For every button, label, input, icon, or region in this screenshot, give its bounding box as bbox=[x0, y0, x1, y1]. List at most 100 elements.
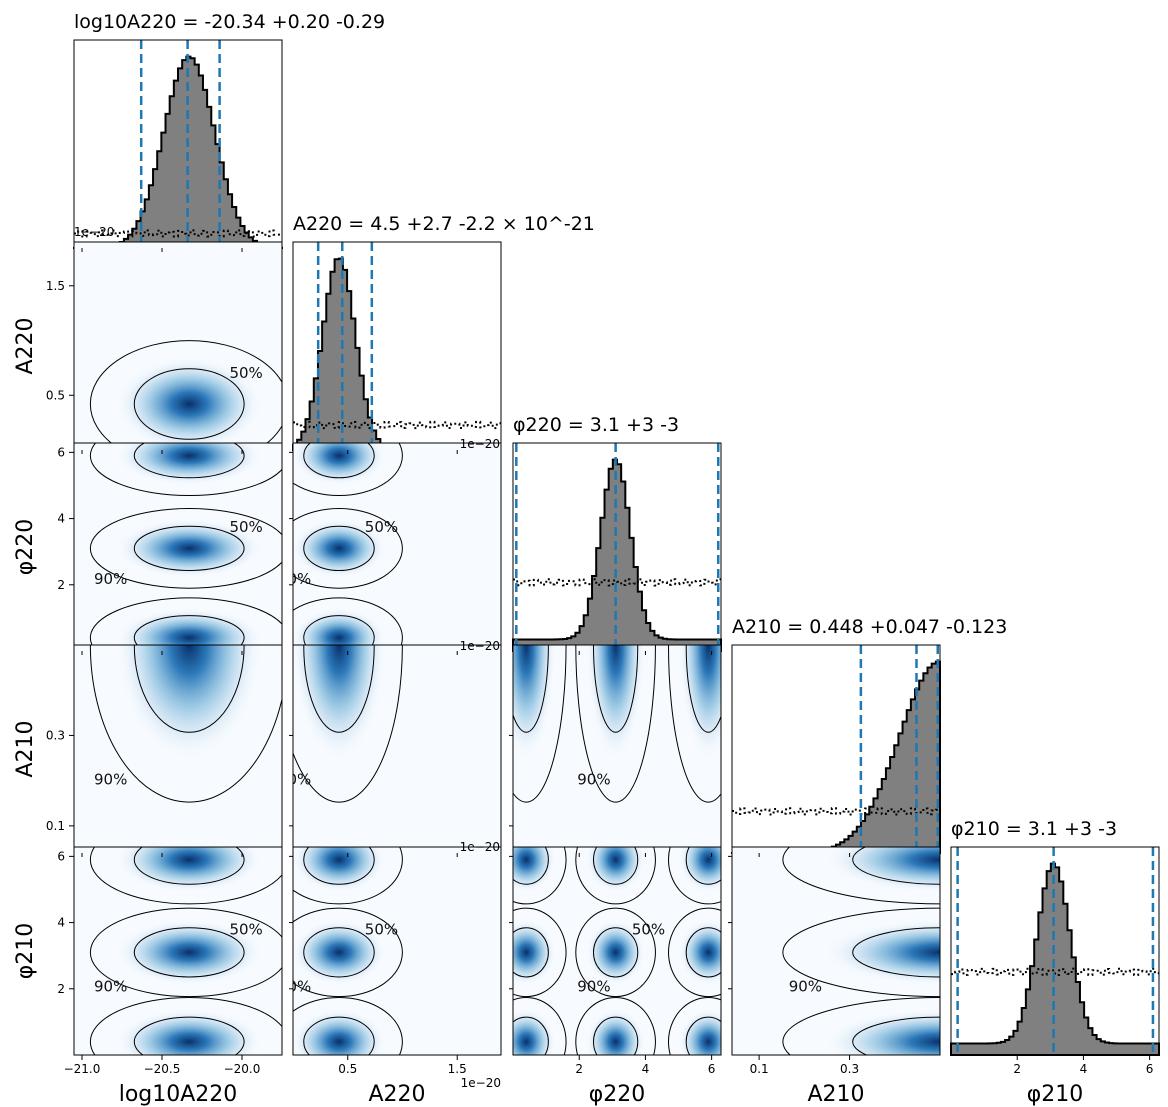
x-tick-label-log10A220: −20.0 bbox=[224, 1062, 261, 1076]
contour-label-90: 90% bbox=[577, 771, 610, 789]
contour-50 bbox=[593, 645, 639, 733]
x-tick-label-phi220: 4 bbox=[642, 1062, 650, 1076]
contour-90 bbox=[513, 997, 567, 1055]
contour-90 bbox=[293, 645, 403, 803]
y-axis-label-phi210: φ210 bbox=[13, 923, 38, 980]
title-A210: A210 = 0.448 +0.047 -0.123 bbox=[732, 616, 1007, 638]
panel-frame bbox=[950, 846, 1160, 1056]
contour-90 bbox=[89, 508, 282, 589]
contour-50 bbox=[133, 645, 245, 733]
contour-90 bbox=[668, 907, 721, 998]
title-phi210: φ210 = 3.1 +3 -3 bbox=[951, 818, 1117, 840]
histogram-phi210 bbox=[950, 862, 1160, 1056]
title-A220: A220 = 4.5 +2.7 -2.2 × 10^-21 bbox=[293, 213, 595, 235]
contour-90 bbox=[293, 847, 403, 905]
contour-90 bbox=[293, 907, 403, 998]
x-axis-label-phi210: φ210 bbox=[1027, 1082, 1084, 1107]
density-blob bbox=[586, 1008, 646, 1055]
x-axis-label-A210: A210 bbox=[807, 1082, 864, 1107]
contour-50 bbox=[593, 847, 639, 885]
density-blob bbox=[116, 847, 263, 893]
contour-50 bbox=[685, 645, 721, 733]
diag-panel-A220: A220 = 4.5 +2.7 -2.2 × 10^-21 bbox=[292, 213, 595, 451]
contour-label-90: 90% bbox=[789, 978, 822, 996]
contour-label-90: 90% bbox=[278, 978, 311, 996]
density-panel-A220-phi210: 50% 90% bbox=[278, 846, 502, 1056]
contour-50 bbox=[133, 615, 245, 651]
contour-90 bbox=[89, 997, 282, 1055]
offset-label-2: 1e−20 bbox=[460, 639, 500, 653]
contour-label-90: 90% bbox=[577, 978, 610, 996]
density-blob bbox=[513, 1008, 556, 1055]
contour-50 bbox=[303, 1016, 375, 1055]
density-panel-A210-phi210: 50%90% bbox=[731, 846, 941, 1056]
x-tick-label-phi210: 4 bbox=[1080, 1062, 1088, 1076]
contour-90 bbox=[782, 907, 940, 998]
x-tick-label-log10A220: −21.0 bbox=[64, 1062, 101, 1076]
density-blob bbox=[586, 847, 646, 893]
title-log10A220: log10A220 = -20.34 +0.20 -0.29 bbox=[74, 11, 385, 33]
y-tick-label-phi210: 2 bbox=[57, 982, 65, 996]
density-panel-phi220-phi210: 50% 90% bbox=[512, 846, 722, 1056]
contour-90 bbox=[668, 645, 721, 803]
density-panel-log10A220-A220: 50%90% bbox=[73, 241, 283, 451]
density-blob bbox=[293, 645, 386, 762]
density-blob bbox=[116, 443, 263, 486]
density-blob bbox=[678, 1008, 721, 1055]
y-tick-label-A220: 0.5 bbox=[46, 388, 65, 402]
diag-panel-log10A220: log10A220 = -20.34 +0.20 -0.29 bbox=[73, 11, 385, 249]
density-panel-log10A220-phi220: 50% 90% bbox=[73, 442, 283, 652]
contour-90 bbox=[575, 907, 656, 998]
y-axis-label-A220: A220 bbox=[13, 317, 38, 374]
density-blob bbox=[513, 847, 556, 893]
contour-90 bbox=[89, 645, 282, 803]
density-panel-A220-phi220: 50% 90% bbox=[292, 442, 502, 652]
contour-label-50: 50% bbox=[365, 518, 398, 536]
contour-90 bbox=[513, 907, 567, 998]
y-tick-label-phi220: 6 bbox=[57, 445, 65, 459]
prior-line-phi220 bbox=[513, 578, 721, 587]
density-blob bbox=[513, 919, 556, 986]
contour-50 bbox=[133, 525, 245, 571]
density-blob bbox=[293, 919, 386, 986]
panel-frame bbox=[512, 846, 722, 1056]
contour-50 bbox=[133, 847, 245, 885]
x-tick-label-A210: 0.1 bbox=[750, 1062, 769, 1076]
x-tick-label-A220: 0.5 bbox=[338, 1062, 357, 1076]
density-blob bbox=[678, 847, 721, 893]
x-tick-label-log10A220: −20.5 bbox=[144, 1062, 181, 1076]
density-panel-phi220-A210: 50%90% bbox=[512, 644, 722, 854]
density-blob bbox=[293, 518, 386, 578]
contour-90 bbox=[89, 907, 282, 998]
x-tick-label-A210: 0.3 bbox=[840, 1062, 859, 1076]
diag-panel-phi210: φ210 = 3.1 +3 -3 bbox=[950, 818, 1160, 1056]
contour-label-90: 90% bbox=[94, 771, 127, 789]
contour-label-90: 90% bbox=[94, 978, 127, 996]
contour-50 bbox=[133, 368, 245, 440]
diag-panel-phi220: φ220 = 3.1 +3 -3 bbox=[512, 414, 722, 652]
contour-50 bbox=[133, 927, 245, 978]
histogram-phi220 bbox=[512, 458, 722, 652]
contour-50 bbox=[133, 1016, 245, 1055]
diag-panel-A210: A210 = 0.448 +0.047 -0.123 bbox=[731, 616, 1007, 854]
density-blob bbox=[586, 919, 646, 986]
x-tick-label-phi220: 2 bbox=[575, 1062, 583, 1076]
y-tick-label-A210: 0.3 bbox=[46, 728, 65, 742]
x-offset-A220: 1e−20 bbox=[461, 1076, 501, 1090]
offset-label-1: 1e−20 bbox=[460, 437, 500, 451]
panel-frame bbox=[292, 846, 502, 1056]
x-tick-label-A220: 1.5 bbox=[448, 1062, 467, 1076]
y-tick-label-A220: 1.5 bbox=[46, 279, 65, 293]
contour-90 bbox=[89, 340, 282, 450]
density-blob bbox=[293, 847, 386, 893]
contour-90 bbox=[293, 508, 403, 589]
y-tick-label-phi210: 4 bbox=[57, 916, 65, 930]
density-blob bbox=[678, 919, 721, 986]
contour-90 bbox=[89, 443, 282, 496]
density-blob bbox=[823, 919, 940, 986]
x-axis-label-A220: A220 bbox=[368, 1082, 425, 1107]
contour-50 bbox=[593, 1016, 639, 1055]
contour-50 bbox=[852, 927, 940, 978]
density-blob bbox=[293, 1008, 386, 1055]
y-tick-label-A210: 0.1 bbox=[46, 819, 65, 833]
